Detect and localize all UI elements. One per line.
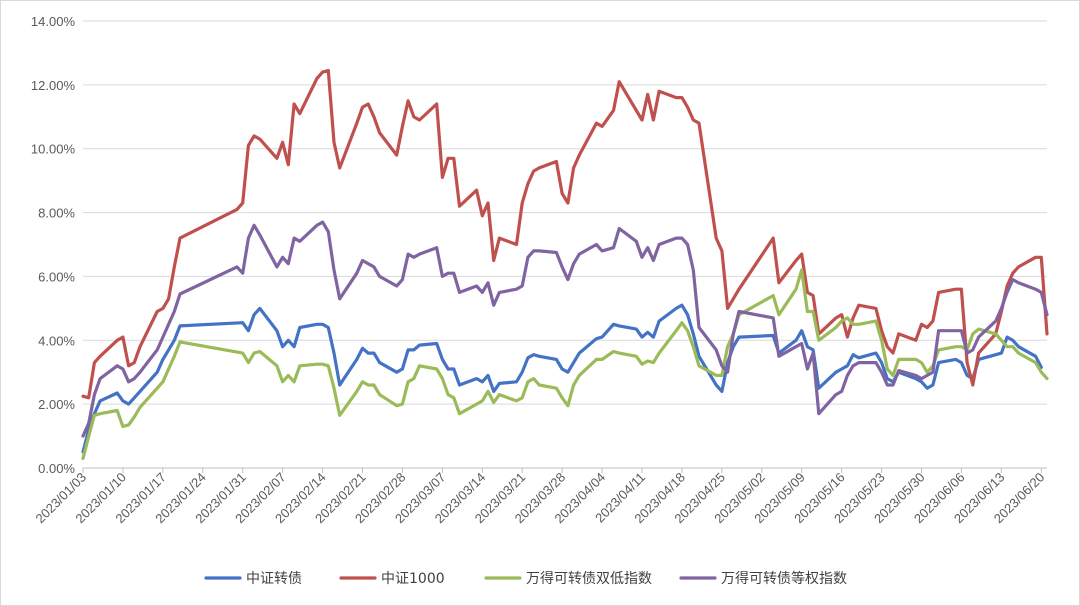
grid-layer — [83, 20, 1047, 469]
y-tick-label: 6.00% — [38, 269, 75, 284]
legend-label: 中证1000 — [381, 571, 445, 587]
y-tick-label: 4.00% — [38, 333, 75, 348]
y-tick-label: 0.00% — [38, 461, 75, 476]
series-line-4 — [81, 220, 1049, 438]
y-axis-ticks: 0.00% 2.00% 4.00% 6.00% 8.00% 10.00% 12.00% 14.… — [31, 14, 76, 476]
y-tick-label: 14.00% — [31, 14, 76, 29]
y-tick-label: 8.00% — [38, 206, 75, 221]
legend-label: 中证转债 — [246, 571, 302, 587]
y-tick-label: 2.00% — [38, 397, 75, 412]
series-line-3 — [81, 268, 1049, 460]
series-line-2 — [81, 68, 1049, 400]
series-line-1 — [81, 303, 1043, 454]
legend-label: 万得可转债双低指数 — [526, 570, 652, 587]
y-tick-label: 10.00% — [31, 142, 76, 157]
x-axis-ticks: 2023/01/032023/01/102023/01/172023/01/24… — [32, 468, 1047, 526]
series-layer — [81, 68, 1049, 460]
legend: 中证转债 中证1000 万得可转债双低指数 万得可转债等权指数 — [204, 570, 847, 587]
y-tick-label: 12.00% — [31, 78, 76, 93]
legend-label: 万得可转债等权指数 — [721, 570, 847, 587]
